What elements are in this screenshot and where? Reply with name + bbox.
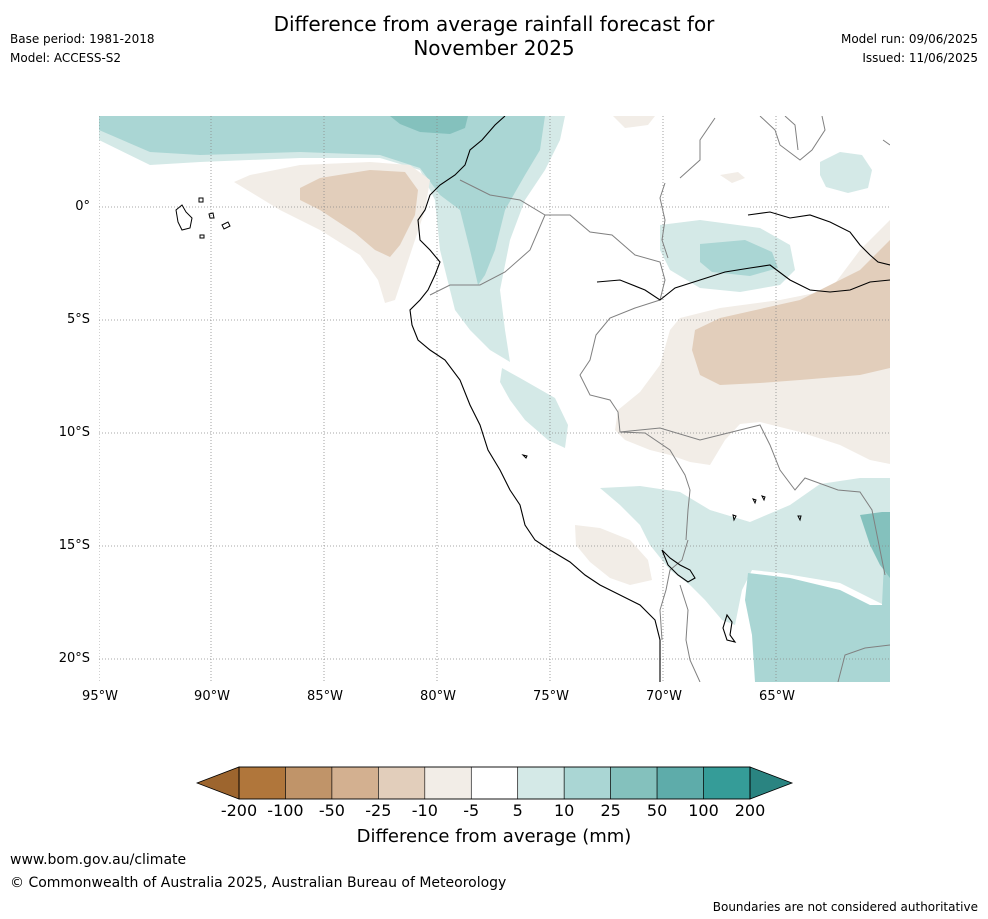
colorbar-segment bbox=[517, 766, 565, 800]
colorbar-tick-label: 25 bbox=[600, 801, 621, 820]
colorbar-tick-label: -5 bbox=[463, 801, 480, 820]
colorbar-segment bbox=[378, 766, 426, 800]
coastlines bbox=[409, 116, 890, 682]
lat-label-20s: 20°S bbox=[58, 651, 90, 666]
lat-label-5s: 5°S bbox=[66, 312, 90, 327]
lon-label-65w: 65°W bbox=[759, 689, 795, 704]
galapagos-islands bbox=[175, 197, 802, 522]
issued-date: Issued: 11/06/2025 bbox=[862, 51, 978, 65]
lon-label-70w: 70°W bbox=[646, 689, 682, 704]
national-borders bbox=[429, 116, 890, 682]
colorbar-segments bbox=[238, 766, 751, 800]
colorbar-tick-label: -25 bbox=[365, 801, 392, 820]
map-title-line-1: Difference from average rainfall forecas… bbox=[273, 12, 715, 36]
model-name: Model: ACCESS-S2 bbox=[10, 51, 122, 65]
colorbar-segment bbox=[470, 766, 519, 800]
lon-label-80w: 80°W bbox=[420, 689, 456, 704]
colorbar-tick-label: 100 bbox=[688, 801, 719, 820]
colorbar-segment bbox=[285, 766, 333, 800]
colorbar-segment bbox=[238, 766, 286, 800]
colorbar-low-extension bbox=[196, 766, 240, 800]
colorbar bbox=[196, 766, 794, 800]
colorbar-title: Difference from average (mm) bbox=[356, 826, 632, 847]
footer-url: www.bom.gov.au/climate bbox=[10, 852, 187, 868]
lat-label-10s: 10°S bbox=[58, 425, 90, 440]
rainfall-anomaly-map bbox=[99, 116, 890, 682]
lon-label-75w: 75°W bbox=[533, 689, 569, 704]
colorbar-tick-label: 10 bbox=[553, 801, 575, 820]
colorbar-tick-label: 5 bbox=[512, 801, 523, 820]
model-run-date: Model run: 09/06/2025 bbox=[840, 32, 978, 46]
colorbar-tick-label: 200 bbox=[734, 801, 766, 820]
colorbar-tick-label: -10 bbox=[411, 801, 438, 820]
colorbar-segment bbox=[563, 766, 611, 800]
colorbar-frame bbox=[238, 766, 751, 800]
colorbar-tick-label: 50 bbox=[646, 801, 668, 820]
colorbar-high-extension bbox=[749, 766, 794, 800]
colorbar-segment bbox=[610, 766, 658, 800]
colorbar-tick-label: -100 bbox=[267, 801, 304, 820]
base-period: Base period: 1981-2018 bbox=[10, 32, 155, 46]
colorbar-tick-label: -200 bbox=[220, 801, 258, 820]
footer-copyright: © Commonwealth of Australia 2025, Austra… bbox=[10, 875, 507, 891]
map-title: Difference from average rainfall forecas… bbox=[0, 12, 988, 60]
footer-disclaimer: Boundaries are not considered authoritat… bbox=[712, 900, 978, 914]
colorbar-segment bbox=[331, 766, 379, 800]
graticule-lines bbox=[99, 116, 890, 682]
anomaly-dry-10-25-areas bbox=[300, 170, 890, 385]
lat-label-0: 0° bbox=[75, 199, 90, 214]
colorbar-segment bbox=[703, 766, 751, 800]
lon-label-85w: 85°W bbox=[307, 689, 343, 704]
lat-label-15s: 15°S bbox=[58, 538, 90, 553]
colorbar-tick-label: -50 bbox=[318, 801, 345, 820]
colorbar-segment bbox=[424, 766, 472, 800]
lon-label-95w: 95°W bbox=[82, 689, 118, 704]
map-title-line-2: November 2025 bbox=[413, 36, 575, 60]
colorbar-segment bbox=[656, 766, 704, 800]
lon-label-90w: 90°W bbox=[194, 689, 230, 704]
